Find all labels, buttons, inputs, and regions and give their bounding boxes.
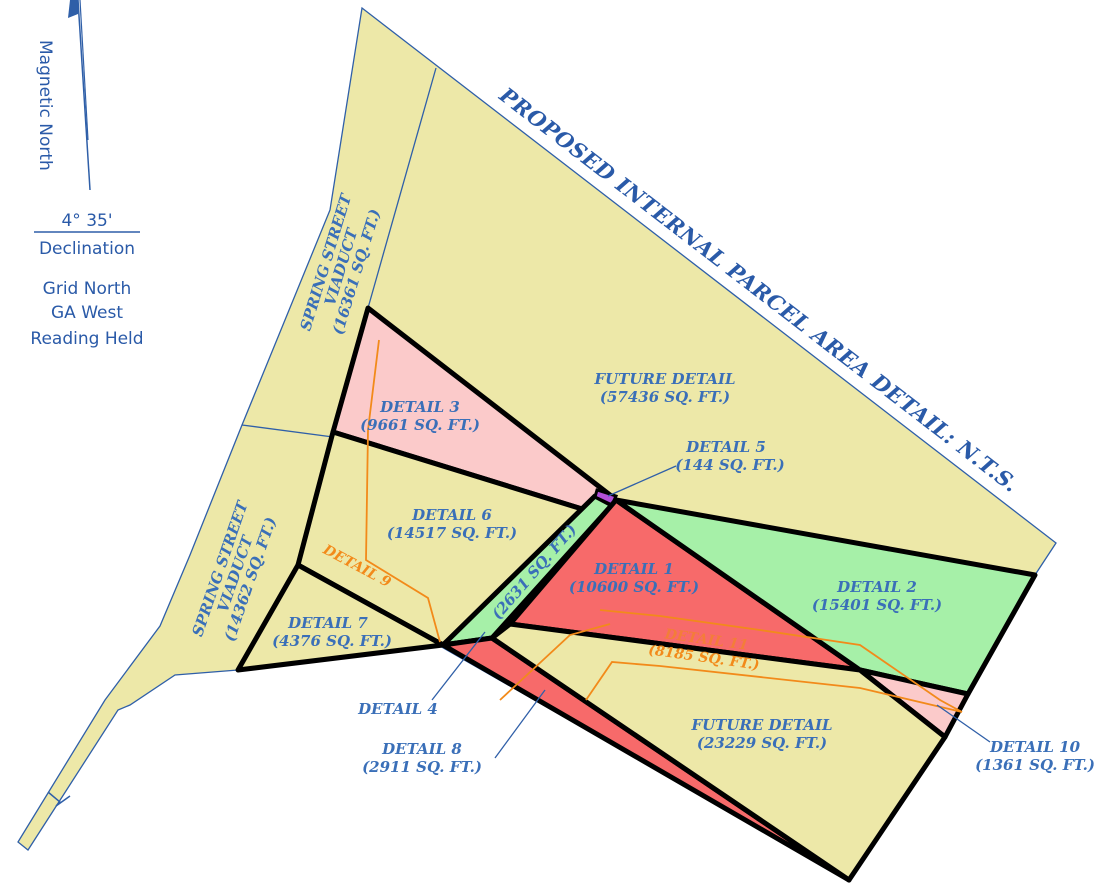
svg-text:DETAIL 10: DETAIL 10 — [989, 738, 1081, 756]
future-bottom-parcel — [489, 621, 948, 883]
svg-text:DETAIL 5: DETAIL 5 — [685, 438, 766, 456]
grid-north-line-2: GA West — [51, 303, 123, 323]
north-arrow: Magnetic North 4° 35' Declination Grid N… — [30, 0, 144, 349]
svg-text:DETAIL 7: DETAIL 7 — [287, 614, 368, 632]
detail-11-outline — [499, 623, 611, 701]
svg-text:(10600 SQ. FT.): (10600 SQ. FT.) — [569, 578, 699, 596]
detail-4-leader — [431, 631, 486, 701]
svg-text:DETAIL 2: DETAIL 2 — [836, 578, 917, 596]
svg-text:(14517 SQ. FT.): (14517 SQ. FT.) — [387, 524, 517, 542]
detail-7-parcel — [235, 562, 446, 673]
future-top-label: FUTURE DETAIL (57436 SQ. FT.) — [593, 370, 735, 406]
svg-text:(1361 SQ. FT.): (1361 SQ. FT.) — [975, 756, 1095, 774]
svg-text:(2911 SQ. FT.): (2911 SQ. FT.) — [362, 758, 482, 776]
svg-text:(144 SQ. FT.): (144 SQ. FT.) — [675, 456, 784, 474]
svg-text:(57436 SQ. FT.): (57436 SQ. FT.) — [600, 388, 730, 406]
detail-11-outline — [585, 661, 963, 713]
viaduct-division-line — [367, 67, 437, 309]
svg-text:(9661 SQ. FT.): (9661 SQ. FT.) — [360, 416, 480, 434]
svg-text:FUTURE DETAIL: FUTURE DETAIL — [690, 716, 832, 734]
break-symbol — [47, 791, 71, 807]
grid-north-line-3: Reading Held — [30, 329, 143, 349]
svg-text:FUTURE DETAIL: FUTURE DETAIL — [593, 370, 735, 388]
detail-10-label: DETAIL 10 (1361 SQ. FT.) — [975, 738, 1095, 774]
svg-text:(4376 SQ. FT.): (4376 SQ. FT.) — [272, 632, 392, 650]
detail-3-label: DETAIL 3 (9661 SQ. FT.) — [360, 398, 480, 434]
grid-north-line-1: Grid North — [43, 279, 132, 299]
detail-9-outline — [365, 339, 441, 643]
svg-text:(15401 SQ. FT.): (15401 SQ. FT.) — [812, 596, 942, 614]
detail-4-label: DETAIL 4 — [357, 700, 438, 718]
svg-text:DETAIL 3: DETAIL 3 — [379, 398, 460, 416]
declination-label: Declination — [39, 239, 135, 259]
declination-angle: 4° 35' — [61, 211, 112, 231]
detail-1-label: DETAIL 1 (10600 SQ. FT.) — [569, 560, 699, 596]
svg-text:(23229 SQ. FT.): (23229 SQ. FT.) — [697, 734, 827, 752]
detail-7-label: DETAIL 7 (4376 SQ. FT.) — [272, 614, 392, 650]
detail-10-leader — [936, 704, 991, 743]
svg-text:DETAIL 8: DETAIL 8 — [381, 740, 462, 758]
detail-5-leader — [607, 465, 677, 497]
detail-2-label: DETAIL 2 (15401 SQ. FT.) — [812, 578, 942, 614]
viaduct-division-line — [241, 424, 334, 438]
detail-5-label: DETAIL 5 (144 SQ. FT.) — [675, 438, 784, 474]
svg-text:DETAIL 6: DETAIL 6 — [411, 506, 492, 524]
detail-8-leader — [494, 689, 546, 759]
magnetic-north-label: Magnetic North — [35, 40, 55, 171]
svg-text:DETAIL 1: DETAIL 1 — [593, 560, 674, 578]
future-bottom-label: FUTURE DETAIL (23229 SQ. FT.) — [690, 716, 832, 752]
detail-6-label: DETAIL 6 (14517 SQ. FT.) — [387, 506, 517, 542]
north-arrow-icon — [68, 0, 78, 18]
detail-8-label: DETAIL 8 (2911 SQ. FT.) — [362, 740, 482, 776]
detail-11-outline — [599, 609, 963, 713]
